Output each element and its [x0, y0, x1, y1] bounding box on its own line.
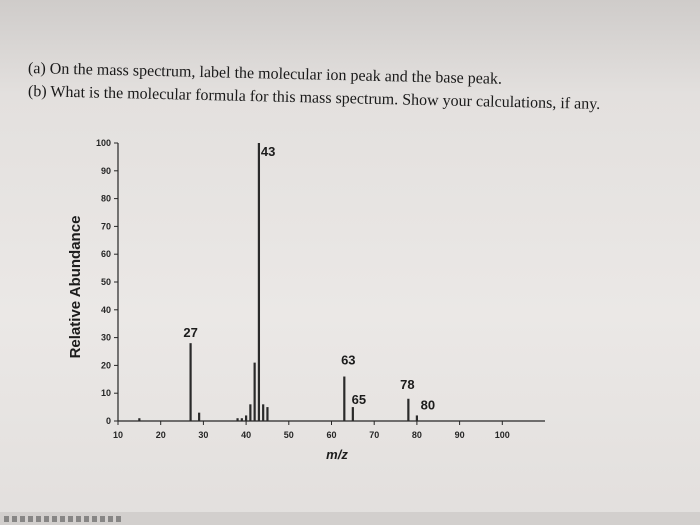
peak-bar	[407, 398, 410, 421]
x-tick-label: 40	[241, 430, 251, 440]
y-axis-label: Relative Abundance	[67, 216, 84, 359]
peak-label: 27	[183, 325, 197, 340]
peak-bar	[249, 404, 252, 421]
y-tick-label: 40	[101, 305, 111, 315]
peak-label: 78	[400, 377, 414, 392]
peak-bar	[257, 143, 261, 421]
peak-bar	[351, 407, 354, 421]
next-page-text-fragment	[4, 516, 124, 522]
chart-peaks	[138, 143, 418, 421]
x-tick-label: 90	[455, 430, 465, 440]
peak-label: 43	[261, 144, 275, 159]
x-axis-label: m/z	[326, 447, 348, 462]
chart-peak-labels: 27 43 63 65 78 80	[183, 144, 435, 412]
peak-bar	[245, 415, 248, 421]
x-tick-label: 10	[113, 430, 123, 440]
x-tick-label: 70	[369, 430, 379, 440]
x-tick-label: 60	[326, 430, 336, 440]
next-page-edge	[0, 512, 700, 525]
peak-bar	[138, 418, 141, 421]
peak-bar	[253, 362, 256, 421]
peak-bar	[343, 376, 346, 421]
x-tick-label: 20	[156, 430, 166, 440]
y-tick-label: 50	[101, 277, 111, 287]
y-tick-label: 100	[96, 138, 111, 148]
x-tick-label: 50	[284, 430, 294, 440]
peak-bar	[415, 415, 418, 421]
peak-label: 80	[421, 397, 435, 412]
y-tick-label: 10	[101, 388, 111, 398]
peak-label: 65	[352, 392, 366, 407]
y-tick-label: 0	[106, 416, 111, 426]
x-tick-label: 100	[495, 430, 510, 440]
peak-bar	[198, 412, 201, 421]
peak-bar	[262, 404, 265, 421]
peak-bar	[236, 418, 239, 421]
y-tick-label: 80	[101, 194, 111, 204]
x-tick-label: 80	[412, 430, 422, 440]
y-tick-label: 30	[101, 333, 111, 343]
x-tick-label: 30	[198, 430, 208, 440]
peak-bar	[189, 343, 192, 421]
peak-bar	[266, 407, 269, 421]
y-tick-label: 70	[101, 221, 111, 231]
y-tick-label: 90	[101, 166, 111, 176]
y-tick-label: 20	[101, 360, 111, 370]
peak-label: 63	[341, 353, 355, 368]
peak-bar	[240, 418, 243, 421]
y-tick-label: 60	[101, 249, 111, 259]
